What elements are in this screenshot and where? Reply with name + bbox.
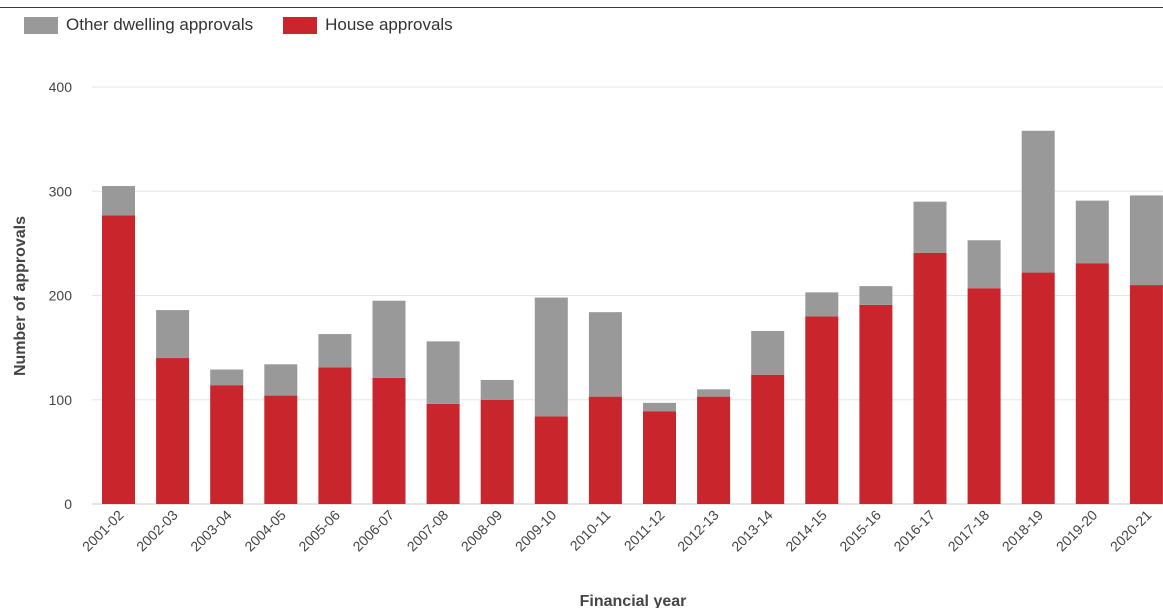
bar-other-dwelling-approvals[interactable] — [318, 334, 352, 368]
bar-other-dwelling-approvals[interactable] — [534, 297, 568, 417]
bar-house-approvals[interactable] — [318, 367, 352, 504]
bar-other-dwelling-approvals[interactable] — [967, 240, 1001, 289]
bar-house-approvals[interactable] — [643, 411, 676, 504]
bars — [102, 130, 1163, 505]
bar-other-dwelling-approvals[interactable] — [372, 300, 406, 378]
bar-house-approvals[interactable] — [805, 316, 839, 504]
bar-house-approvals[interactable] — [1021, 272, 1055, 504]
bar-other-dwelling-approvals[interactable] — [913, 201, 947, 253]
bar-house-approvals[interactable] — [156, 358, 190, 504]
x-tick-label: 2001-02 — [79, 507, 127, 555]
bar-house-approvals[interactable] — [480, 399, 514, 504]
bar-other-dwelling-approvals[interactable] — [859, 286, 893, 305]
x-tick-label: 2009-10 — [512, 507, 560, 555]
bar-house-approvals[interactable] — [372, 377, 406, 504]
bar-house-approvals[interactable] — [697, 396, 731, 504]
bar-house-approvals[interactable] — [913, 252, 947, 504]
legend-label-other-dwelling: Other dwelling approvals — [66, 15, 254, 34]
bar-house-approvals[interactable] — [426, 403, 460, 504]
bar-house-approvals[interactable] — [588, 396, 622, 504]
x-tick-label: 2005-06 — [295, 507, 343, 555]
legend-label-house: House approvals — [325, 15, 453, 34]
y-tick-label: 400 — [49, 79, 73, 95]
bar-other-dwelling-approvals[interactable] — [751, 330, 785, 375]
bar-other-dwelling-approvals[interactable] — [480, 379, 514, 400]
x-tick-label: 2019-20 — [1053, 507, 1101, 555]
bar-house-approvals[interactable] — [210, 385, 244, 504]
chart-legend: Other dwelling approvals House approvals — [24, 15, 483, 35]
bar-other-dwelling-approvals[interactable] — [1075, 200, 1109, 264]
x-tick-label: 2003-04 — [187, 507, 235, 555]
x-tick-label: 2015-16 — [836, 507, 884, 555]
x-tick-label: 2010-11 — [567, 507, 614, 554]
bar-house-approvals[interactable] — [967, 288, 1001, 504]
bar-house-approvals[interactable] — [1129, 285, 1163, 504]
x-tick-label: 2016-17 — [890, 507, 938, 555]
bar-other-dwelling-approvals[interactable] — [643, 402, 676, 412]
legend-item-house[interactable]: House approvals — [283, 15, 453, 35]
bar-house-approvals[interactable] — [102, 215, 135, 505]
x-tick-label: 2013-14 — [728, 507, 776, 555]
x-axis-title: Financial year — [580, 593, 687, 608]
bar-other-dwelling-approvals[interactable] — [264, 364, 298, 396]
x-tick-label: 2012-13 — [674, 507, 722, 555]
gridlines — [92, 86, 1163, 505]
y-axis-ticks: 0 100 200 300 400 — [49, 79, 73, 512]
x-axis-ticks: 2001-02 2002-03 2003-04 2004-05 2005-06 2006-… — [79, 507, 1155, 555]
y-tick-label: 0 — [64, 496, 72, 512]
x-tick-label: 2002-03 — [133, 507, 181, 555]
y-tick-label: 300 — [49, 183, 73, 199]
bar-other-dwelling-approvals[interactable] — [697, 389, 731, 397]
bar-house-approvals[interactable] — [751, 374, 785, 504]
bar-house-approvals[interactable] — [534, 416, 568, 504]
x-tick-label: 2007-08 — [404, 507, 452, 555]
y-tick-label: 100 — [49, 392, 73, 408]
bar-other-dwelling-approvals[interactable] — [588, 312, 622, 397]
legend-swatch-other-dwelling — [24, 16, 58, 34]
x-tick-label: 2017-18 — [945, 507, 993, 555]
bar-other-dwelling-approvals[interactable] — [156, 310, 190, 359]
bar-house-approvals[interactable] — [264, 395, 298, 504]
bar-other-dwelling-approvals[interactable] — [1129, 195, 1163, 286]
x-tick-label: 2020-21 — [1107, 507, 1155, 555]
x-tick-label: 2008-09 — [458, 507, 506, 555]
top-border-line — [0, 7, 1163, 8]
legend-item-other-dwelling[interactable]: Other dwelling approvals — [24, 15, 253, 35]
x-tick-label: 2006-07 — [349, 507, 397, 555]
bar-other-dwelling-approvals[interactable] — [1021, 130, 1055, 273]
bar-house-approvals[interactable] — [1075, 263, 1109, 504]
x-tick-label: 2018-19 — [999, 507, 1047, 555]
bar-other-dwelling-approvals[interactable] — [102, 186, 135, 216]
bar-other-dwelling-approvals[interactable] — [805, 292, 839, 317]
y-axis-title: Number of approvals — [12, 216, 29, 376]
x-tick-label: 2011-12 — [621, 507, 668, 554]
bar-other-dwelling-approvals[interactable] — [210, 369, 244, 386]
y-tick-label: 200 — [49, 288, 73, 304]
bar-house-approvals[interactable] — [859, 304, 893, 504]
x-tick-label: 2014-15 — [782, 507, 830, 555]
bar-other-dwelling-approvals[interactable] — [426, 341, 460, 404]
x-tick-label: 2004-05 — [241, 507, 289, 555]
legend-swatch-house — [283, 16, 318, 34]
